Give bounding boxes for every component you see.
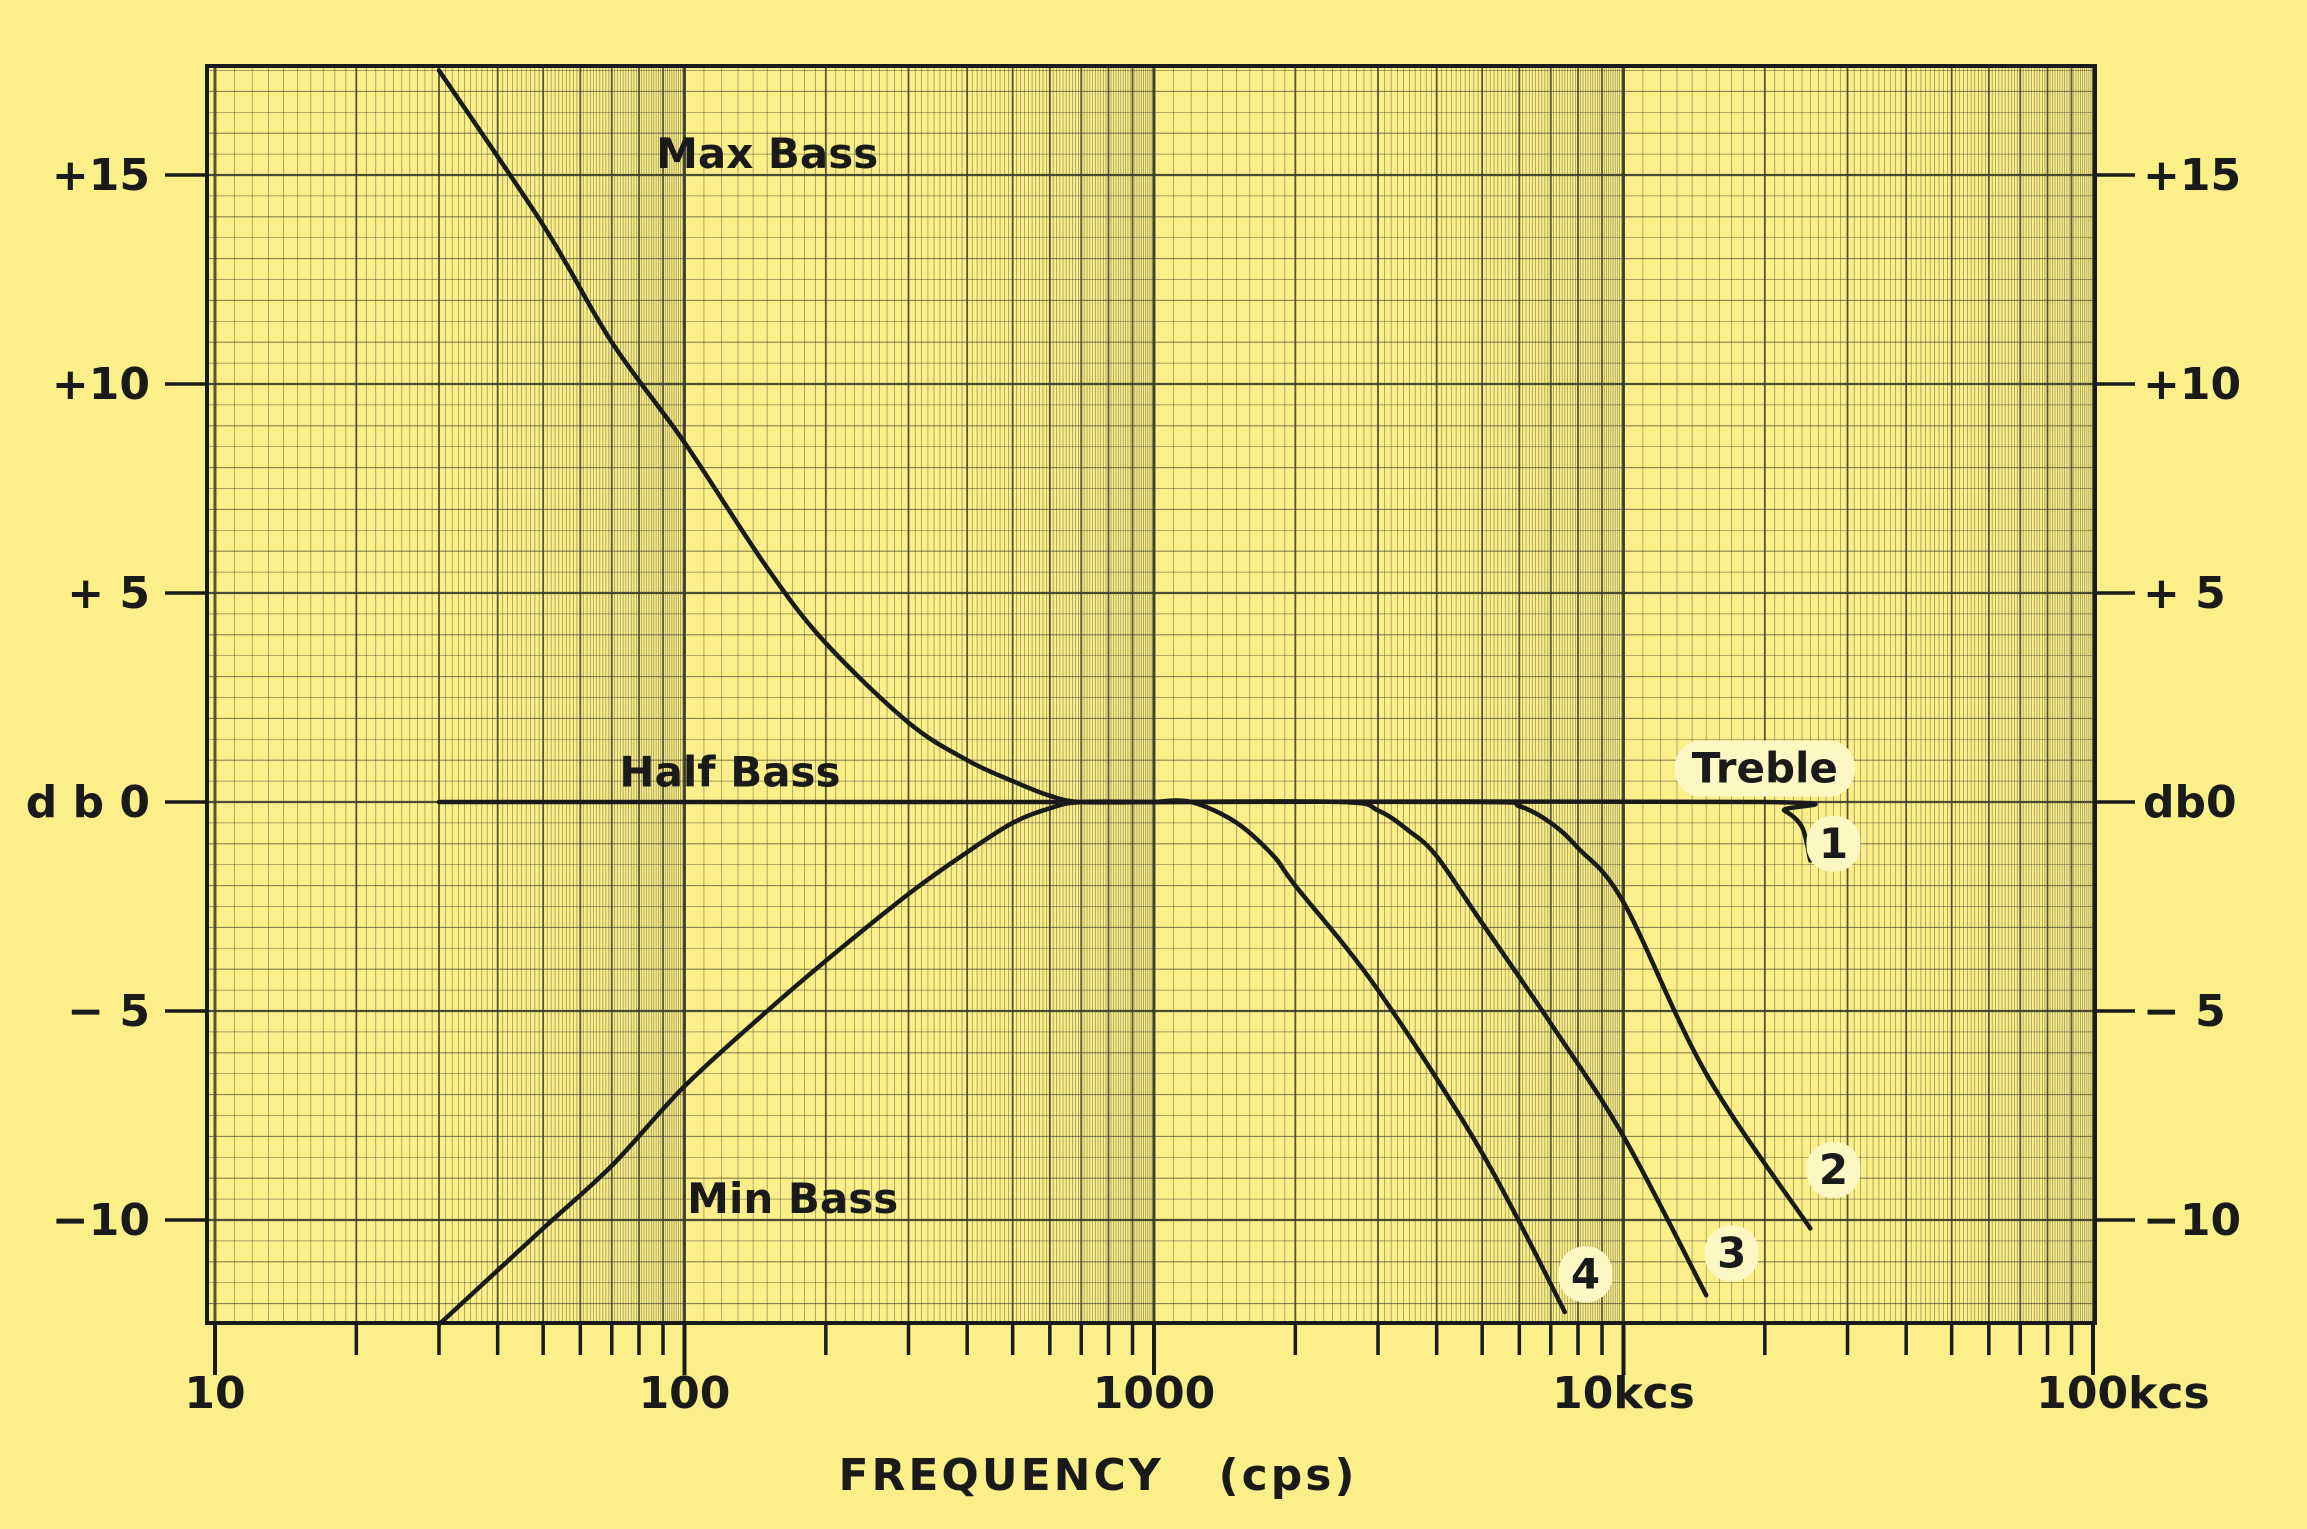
annotation-label: Max Bass <box>656 129 878 178</box>
curve-3 <box>1151 799 1709 1298</box>
annotation-label: Treble <box>1692 744 1838 793</box>
x-axis-title: FREQUENCY (cps) <box>838 1450 1357 1501</box>
x-tick-label: 100kcs <box>2036 1368 2209 1419</box>
annotation-label: Min Bass <box>687 1174 898 1223</box>
annotation-label: Half Bass <box>619 748 840 797</box>
annotation-label: 2 <box>1819 1145 1848 1194</box>
axes: +15 +10 + 5 d b 0 − 5 −10 +15 +10 + 5 db0 − 5 −10 10… <box>26 150 2241 1419</box>
log-grid <box>207 66 2095 1323</box>
y-tick-label-right: +10 <box>2143 359 2241 410</box>
annotation-badge <box>1674 740 1855 797</box>
annotation-label: 3 <box>1717 1228 1746 1277</box>
curve-annotations: Max Bass Half Bass Min Bass Treble 1 2 3 4 <box>619 129 1861 1303</box>
y-tick-label-right: −10 <box>2143 1195 2241 1246</box>
x-tick-label: 10 <box>184 1368 245 1419</box>
x-tick-label: 1000 <box>1093 1368 1215 1419</box>
annotation-label: 1 <box>1819 819 1848 868</box>
y-tick-label-left: +10 <box>52 359 150 410</box>
y-tick-label-right: + 5 <box>2143 568 2226 619</box>
y-tick-label-left: d b 0 <box>26 777 150 828</box>
curve-min-bass <box>436 799 1157 1327</box>
annotation-badge <box>1558 1246 1613 1303</box>
curve-4 <box>1151 798 1568 1315</box>
annotation-badge <box>1806 1141 1861 1198</box>
annotation-label: 4 <box>1571 1249 1600 1298</box>
annotation-badge <box>1704 1225 1759 1282</box>
plot-frame <box>205 64 2097 1325</box>
response-curves <box>436 68 1818 1327</box>
y-tick-label-left: +15 <box>52 150 150 201</box>
x-tick-label: 100 <box>639 1368 731 1419</box>
y-tick-label-right: +15 <box>2143 150 2241 201</box>
y-tick-label-left: −10 <box>52 1195 150 1246</box>
annotation-badge <box>1806 815 1861 872</box>
y-tick-label-right: db0 <box>2143 777 2237 828</box>
x-tick-label: 10kcs <box>1552 1368 1695 1419</box>
curve-max-bass <box>436 68 1157 805</box>
curve-2 <box>1151 799 1813 1231</box>
y-tick-label-left: + 5 <box>67 568 150 619</box>
y-tick-label-left: − 5 <box>67 986 150 1037</box>
y-tick-label-right: − 5 <box>2143 986 2226 1037</box>
